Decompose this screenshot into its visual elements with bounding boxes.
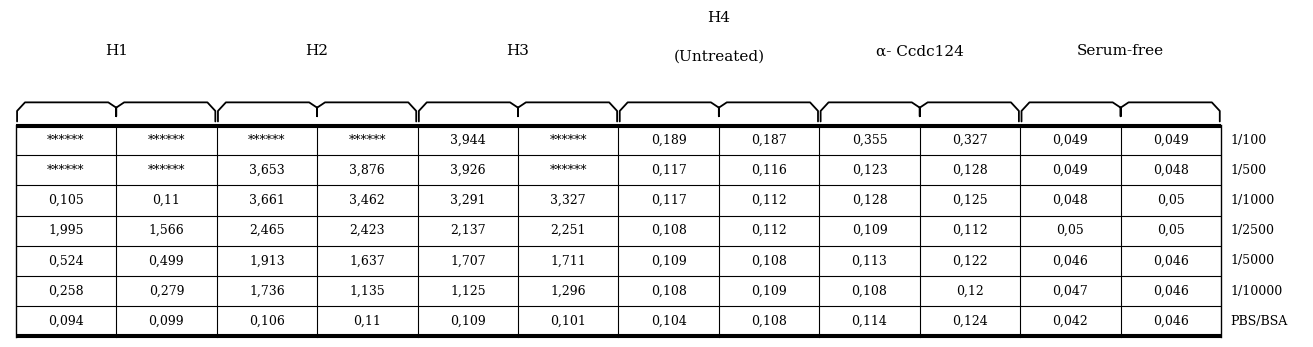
Text: 0,11: 0,11 [152, 194, 180, 207]
Text: 0,109: 0,109 [751, 285, 786, 298]
Text: 2,251: 2,251 [550, 224, 586, 237]
Text: 0,046: 0,046 [1153, 285, 1188, 298]
Text: 0,117: 0,117 [651, 164, 687, 177]
Text: 1/2500: 1/2500 [1230, 224, 1275, 237]
Text: 1,135: 1,135 [349, 285, 385, 298]
Text: 0,101: 0,101 [550, 315, 586, 328]
Text: 1,707: 1,707 [450, 254, 486, 268]
Text: 1,637: 1,637 [349, 254, 385, 268]
Text: 3,661: 3,661 [249, 194, 285, 207]
Text: 1,711: 1,711 [550, 254, 586, 268]
Text: ******: ****** [147, 134, 185, 146]
Text: 0,189: 0,189 [651, 134, 687, 146]
Text: 0,122: 0,122 [952, 254, 987, 268]
Text: 2,423: 2,423 [349, 224, 385, 237]
Text: 0,108: 0,108 [751, 315, 786, 328]
Text: 3,876: 3,876 [349, 164, 385, 177]
Text: 0,042: 0,042 [1053, 315, 1088, 328]
Text: 0,108: 0,108 [651, 285, 687, 298]
Text: 1,296: 1,296 [550, 285, 586, 298]
Text: 0,046: 0,046 [1053, 254, 1088, 268]
Text: 0,109: 0,109 [450, 315, 486, 328]
Text: 0,125: 0,125 [952, 194, 987, 207]
Text: 0,128: 0,128 [852, 194, 888, 207]
Text: 2,465: 2,465 [249, 224, 285, 237]
Text: (Untreated): (Untreated) [674, 50, 764, 64]
Text: ******: ****** [47, 164, 85, 177]
Text: 0,104: 0,104 [651, 315, 687, 328]
Text: 0,117: 0,117 [651, 194, 687, 207]
Text: 0,12: 0,12 [956, 285, 983, 298]
Text: 3,327: 3,327 [550, 194, 586, 207]
Text: 0,094: 0,094 [49, 315, 84, 328]
Text: 0,05: 0,05 [1057, 224, 1085, 237]
Text: H2: H2 [306, 44, 328, 58]
Text: 3,944: 3,944 [450, 134, 486, 146]
Text: 1,913: 1,913 [249, 254, 285, 268]
Text: Serum-free: Serum-free [1077, 44, 1165, 58]
Text: 1/500: 1/500 [1230, 164, 1267, 177]
Text: 0,105: 0,105 [49, 194, 84, 207]
Text: H1: H1 [105, 44, 127, 58]
Text: 0,049: 0,049 [1153, 134, 1188, 146]
Text: 1,566: 1,566 [148, 224, 184, 237]
Text: 1,125: 1,125 [450, 285, 486, 298]
Text: 0,108: 0,108 [852, 285, 888, 298]
Text: 0,187: 0,187 [751, 134, 786, 146]
Text: 1/10000: 1/10000 [1230, 285, 1283, 298]
Text: 0,116: 0,116 [751, 164, 786, 177]
Text: 0,123: 0,123 [852, 164, 888, 177]
Text: 1,995: 1,995 [49, 224, 84, 237]
Text: 1/100: 1/100 [1230, 134, 1267, 146]
Text: 0,108: 0,108 [751, 254, 786, 268]
Text: ******: ****** [549, 164, 587, 177]
Text: α- Ccdc124: α- Ccdc124 [876, 44, 964, 58]
Text: 0,109: 0,109 [651, 254, 687, 268]
Text: 3,291: 3,291 [450, 194, 486, 207]
Text: 0,11: 0,11 [353, 315, 381, 328]
Text: ******: ****** [549, 134, 587, 146]
Text: 0,049: 0,049 [1053, 134, 1088, 146]
Text: 3,653: 3,653 [249, 164, 285, 177]
Text: 0,05: 0,05 [1157, 194, 1184, 207]
Text: PBS/BSA: PBS/BSA [1230, 315, 1288, 328]
Text: 0,327: 0,327 [952, 134, 987, 146]
Text: 0,524: 0,524 [49, 254, 84, 268]
Text: 0,499: 0,499 [148, 254, 184, 268]
Text: H4: H4 [708, 11, 730, 25]
Text: 2,137: 2,137 [450, 224, 486, 237]
Text: 0,128: 0,128 [952, 164, 987, 177]
Text: 0,124: 0,124 [952, 315, 987, 328]
Text: 0,046: 0,046 [1153, 315, 1188, 328]
Text: 1/1000: 1/1000 [1230, 194, 1275, 207]
Text: 0,047: 0,047 [1053, 285, 1088, 298]
Text: H3: H3 [507, 44, 529, 58]
Text: 0,099: 0,099 [148, 315, 184, 328]
Text: 0,112: 0,112 [751, 224, 786, 237]
Text: 0,109: 0,109 [852, 224, 888, 237]
Text: 0,048: 0,048 [1153, 164, 1188, 177]
Text: 0,355: 0,355 [852, 134, 888, 146]
Text: 0,05: 0,05 [1157, 224, 1184, 237]
Text: 3,926: 3,926 [450, 164, 486, 177]
Text: 1/5000: 1/5000 [1230, 254, 1275, 268]
Text: 0,046: 0,046 [1153, 254, 1188, 268]
Text: 0,108: 0,108 [651, 224, 687, 237]
Text: 3,462: 3,462 [349, 194, 385, 207]
Text: 0,049: 0,049 [1053, 164, 1088, 177]
Text: 0,114: 0,114 [852, 315, 888, 328]
Text: 0,113: 0,113 [852, 254, 888, 268]
Text: 0,258: 0,258 [49, 285, 84, 298]
Text: 0,112: 0,112 [751, 194, 786, 207]
Text: ******: ****** [147, 164, 185, 177]
Text: 0,279: 0,279 [148, 285, 184, 298]
Text: ******: ****** [47, 134, 85, 146]
Text: ******: ****** [248, 134, 286, 146]
Text: 1,736: 1,736 [249, 285, 285, 298]
Text: 0,106: 0,106 [249, 315, 285, 328]
Text: 0,112: 0,112 [952, 224, 987, 237]
Text: 0,048: 0,048 [1053, 194, 1088, 207]
Text: ******: ****** [348, 134, 386, 146]
